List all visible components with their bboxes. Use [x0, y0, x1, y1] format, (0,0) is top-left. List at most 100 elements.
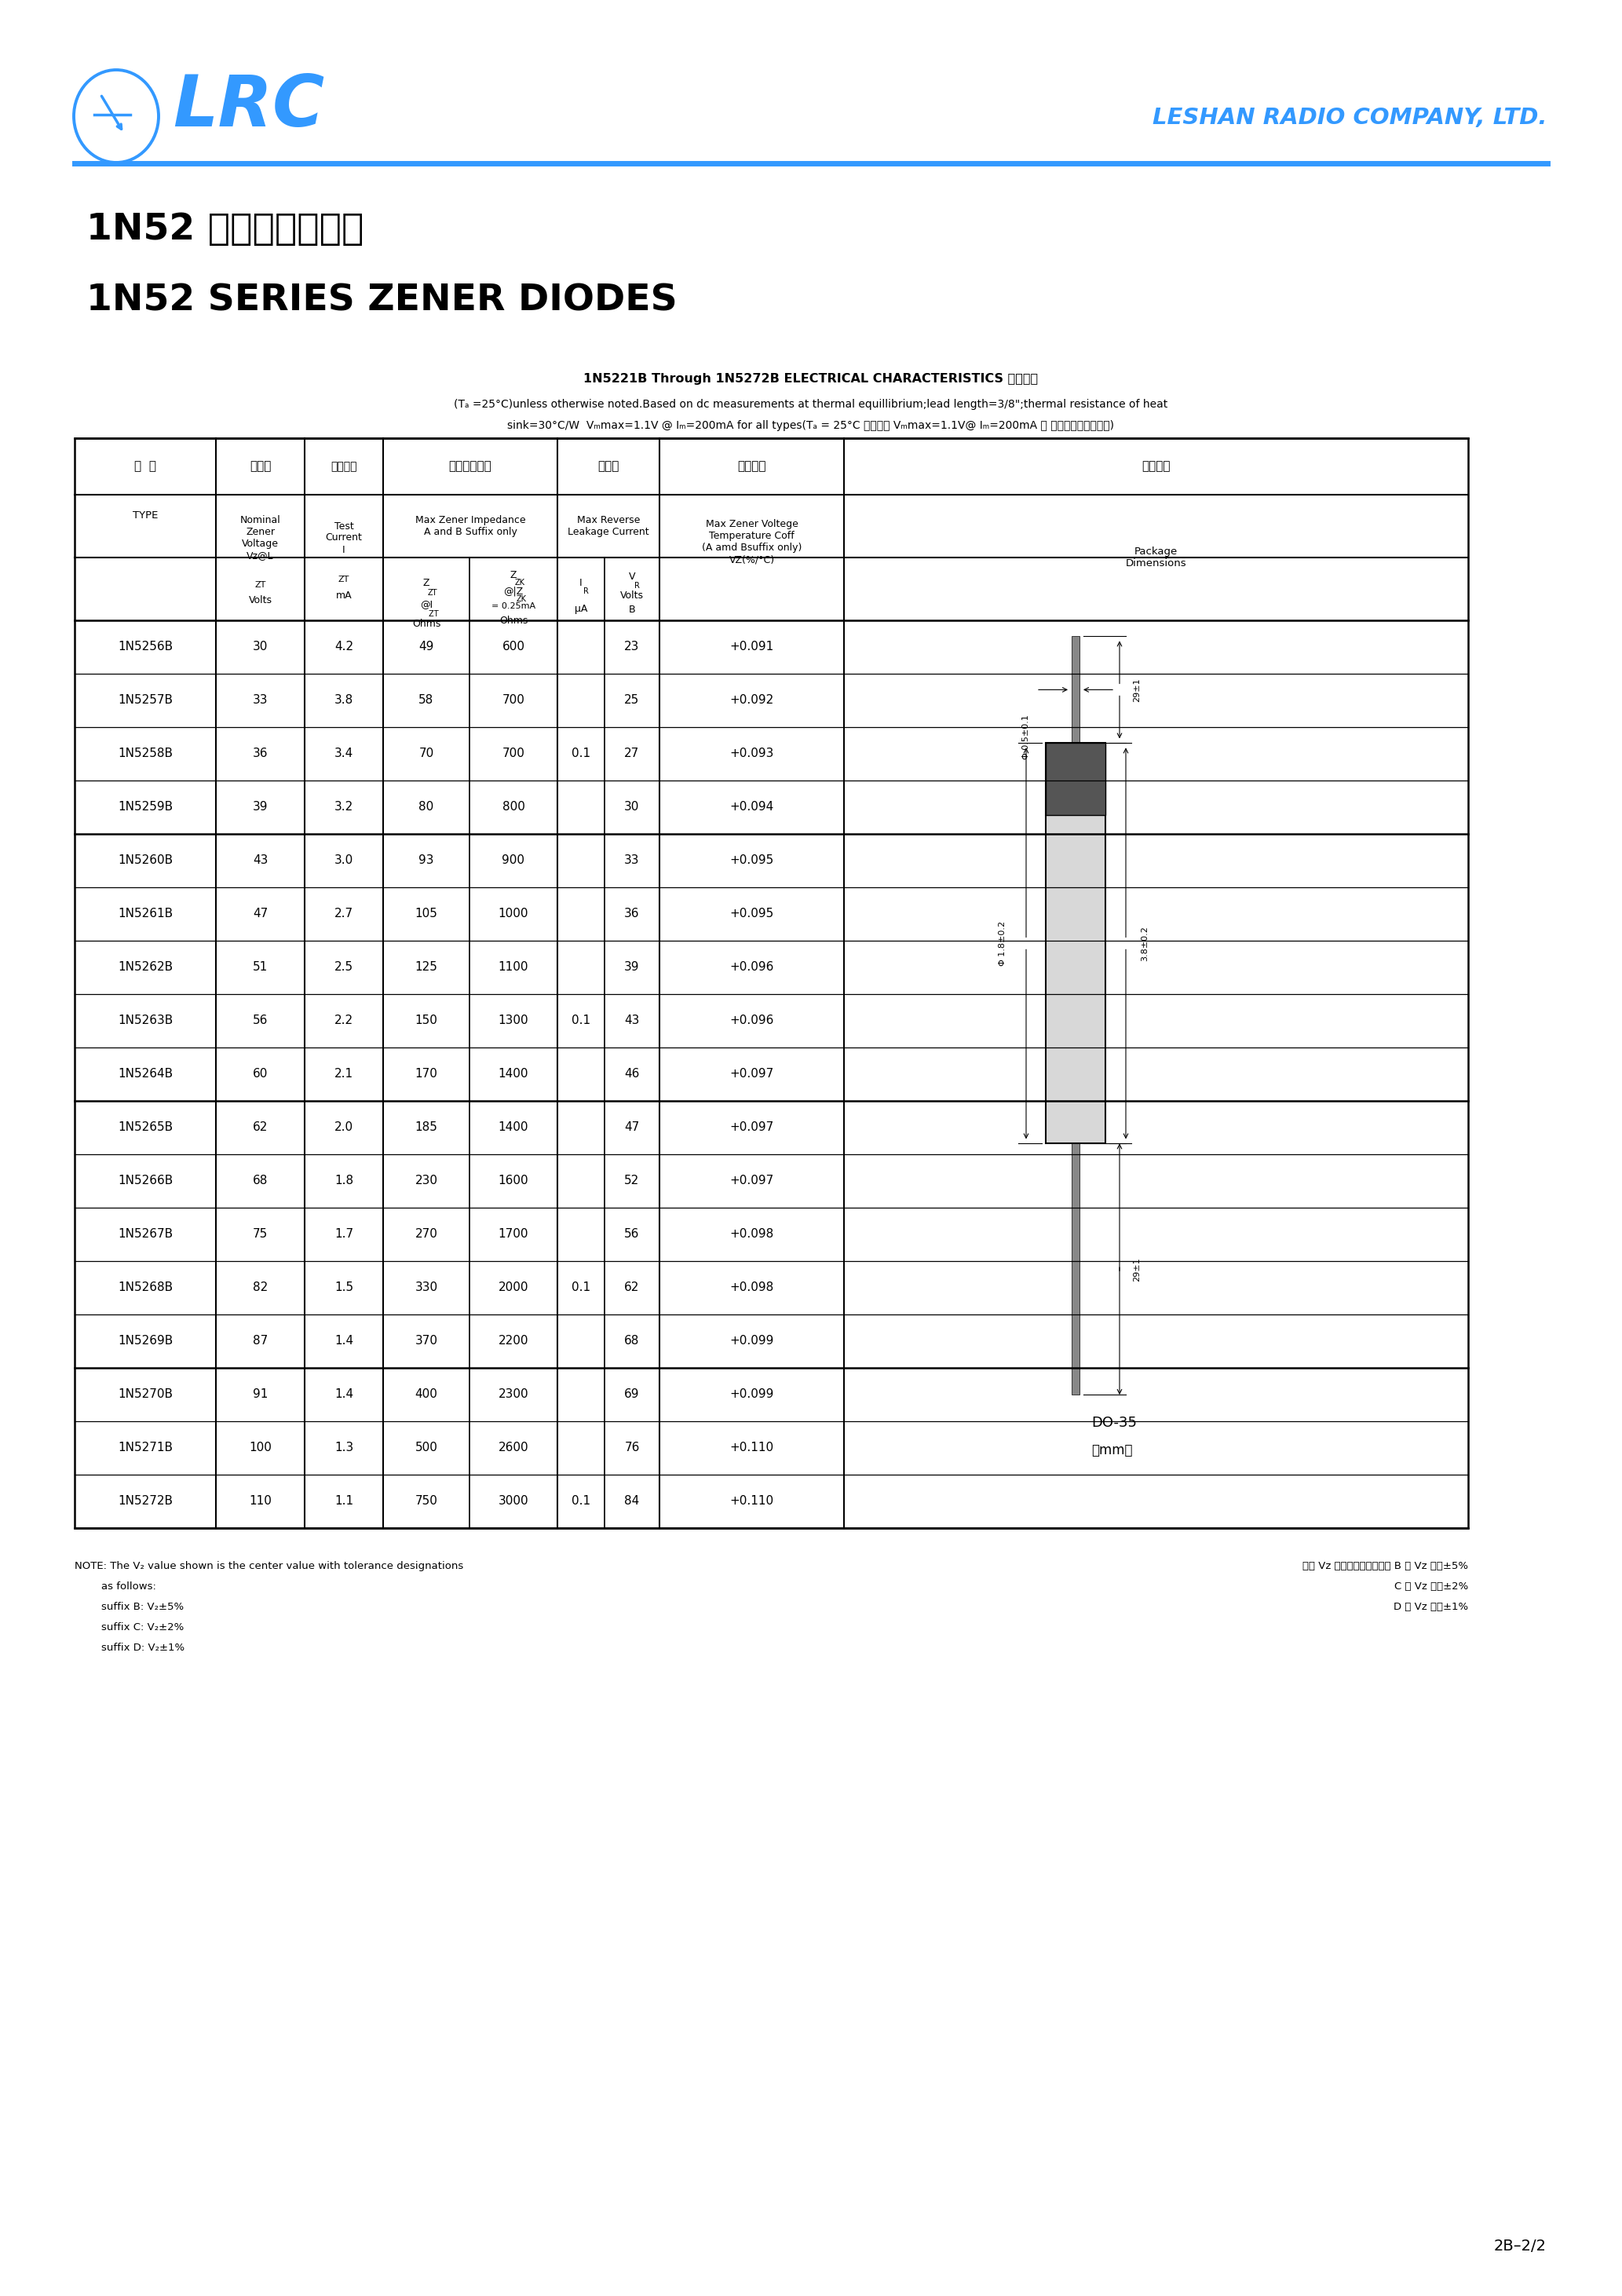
Text: 23: 23 — [624, 641, 639, 652]
Text: Ohms: Ohms — [500, 615, 527, 625]
Text: 1000: 1000 — [498, 909, 529, 921]
Text: 3000: 3000 — [498, 1495, 529, 1506]
Text: 1400: 1400 — [498, 1123, 529, 1134]
Text: 2.0: 2.0 — [334, 1123, 354, 1134]
Text: 170: 170 — [415, 1068, 438, 1079]
Text: 56: 56 — [624, 1228, 639, 1240]
Text: 75: 75 — [253, 1228, 268, 1240]
Text: 270: 270 — [415, 1228, 438, 1240]
Text: 1.7: 1.7 — [334, 1228, 354, 1240]
Text: 30: 30 — [624, 801, 639, 813]
Text: 33: 33 — [624, 854, 639, 866]
Text: 1.8: 1.8 — [334, 1176, 354, 1187]
Bar — [1046, 744, 1106, 815]
Text: 注： Vz 为稳压中心値，其中 B 档 Vz 容差±5%: 注： Vz 为稳压中心値，其中 B 档 Vz 容差±5% — [1302, 1561, 1468, 1570]
Text: C 档 Vz 容差±2%: C 档 Vz 容差±2% — [1395, 1582, 1468, 1591]
Text: 2000: 2000 — [498, 1281, 529, 1293]
Text: Max Reverse
Leakage Current: Max Reverse Leakage Current — [568, 514, 649, 537]
Text: 43: 43 — [253, 854, 268, 866]
Text: 1300: 1300 — [498, 1015, 529, 1026]
Text: 外型尺寸: 外型尺寸 — [1142, 461, 1171, 473]
Text: 2.5: 2.5 — [334, 962, 354, 974]
Text: D 档 Vz 容差±1%: D 档 Vz 容差±1% — [1393, 1603, 1468, 1612]
Text: 76: 76 — [624, 1442, 639, 1453]
Text: 80: 80 — [418, 801, 433, 813]
Text: 30: 30 — [253, 641, 268, 652]
Text: Package
Dimensions: Package Dimensions — [1126, 546, 1187, 569]
Text: 1700: 1700 — [498, 1228, 529, 1240]
Text: +0.098: +0.098 — [730, 1281, 774, 1293]
Text: +0.097: +0.097 — [730, 1176, 774, 1187]
Text: +0.096: +0.096 — [730, 1015, 774, 1026]
Text: 230: 230 — [415, 1176, 438, 1187]
Text: 60: 60 — [253, 1068, 268, 1079]
Text: +0.091: +0.091 — [730, 641, 774, 652]
Text: NOTE: The V₂ value shown is the center value with tolerance designations: NOTE: The V₂ value shown is the center v… — [75, 1561, 464, 1570]
Text: 36: 36 — [253, 748, 268, 760]
Text: 69: 69 — [624, 1389, 639, 1401]
Text: 52: 52 — [624, 1176, 639, 1187]
Text: 1N5259B: 1N5259B — [118, 801, 174, 813]
Text: Φ 1.8±0.2: Φ 1.8±0.2 — [999, 921, 1007, 967]
Text: 2.7: 2.7 — [334, 909, 354, 921]
Text: +0.099: +0.099 — [730, 1336, 774, 1348]
Text: 49: 49 — [418, 641, 435, 652]
Text: +0.093: +0.093 — [730, 748, 774, 760]
Text: 1.4: 1.4 — [334, 1336, 354, 1348]
Text: 62: 62 — [253, 1123, 268, 1134]
Text: ZT: ZT — [339, 576, 349, 583]
Text: R: R — [634, 581, 639, 590]
Text: LRC: LRC — [172, 71, 324, 142]
Text: 1N5265B: 1N5265B — [118, 1123, 174, 1134]
Text: 漏电流: 漏电流 — [597, 461, 620, 473]
Text: suffix D: V₂±1%: suffix D: V₂±1% — [75, 1642, 185, 1653]
Text: 82: 82 — [253, 1281, 268, 1293]
Text: +0.096: +0.096 — [730, 962, 774, 974]
Text: 测试电流: 测试电流 — [331, 461, 357, 473]
Text: 400: 400 — [415, 1389, 438, 1401]
Text: 100: 100 — [248, 1442, 271, 1453]
Text: 2600: 2600 — [498, 1442, 529, 1453]
Text: 47: 47 — [253, 909, 268, 921]
Text: 3.0: 3.0 — [334, 854, 354, 866]
Text: mA: mA — [336, 590, 352, 599]
Text: 43: 43 — [624, 1015, 639, 1026]
Text: 1400: 1400 — [498, 1068, 529, 1079]
Text: +0.098: +0.098 — [730, 1228, 774, 1240]
Text: 750: 750 — [415, 1495, 438, 1506]
Text: +0.099: +0.099 — [730, 1389, 774, 1401]
Text: 1N5267B: 1N5267B — [118, 1228, 174, 1240]
Text: 27: 27 — [624, 748, 639, 760]
Text: 1N52 SERIES ZENER DIODES: 1N52 SERIES ZENER DIODES — [86, 282, 678, 319]
Text: 1N5268B: 1N5268B — [118, 1281, 174, 1293]
Text: 1N5261B: 1N5261B — [118, 909, 174, 921]
Text: 3.2: 3.2 — [334, 801, 354, 813]
Text: 29±1: 29±1 — [1132, 1256, 1140, 1281]
Text: 58: 58 — [418, 693, 433, 707]
Text: suffix C: V₂±2%: suffix C: V₂±2% — [75, 1623, 183, 1632]
Text: suffix B: V₂±5%: suffix B: V₂±5% — [75, 1603, 183, 1612]
Text: 最大动态阻抗: 最大动态阻抗 — [449, 461, 491, 473]
Bar — [1046, 744, 1106, 1143]
Bar — [75, 439, 1468, 1529]
Text: B: B — [629, 604, 636, 615]
Text: 1N5264B: 1N5264B — [118, 1068, 174, 1079]
Text: 185: 185 — [415, 1123, 438, 1134]
Text: sink=30°C/W  Vₘmax=1.1V @ Iₘ=200mA for all types(Tₐ = 25°C 所有型号 Vₘmax=1.1V@ Iₘ=2: sink=30°C/W Vₘmax=1.1V @ Iₘ=200mA for al… — [508, 420, 1114, 432]
Text: 1N5272B: 1N5272B — [118, 1495, 172, 1506]
Text: +0.095: +0.095 — [730, 854, 774, 866]
Text: 1N5262B: 1N5262B — [118, 962, 174, 974]
Text: LESHAN RADIO COMPANY, LTD.: LESHAN RADIO COMPANY, LTD. — [1152, 108, 1547, 129]
Text: 500: 500 — [415, 1442, 438, 1453]
Text: 87: 87 — [253, 1336, 268, 1348]
Text: 900: 900 — [503, 854, 526, 866]
Text: ZT: ZT — [427, 611, 438, 618]
Text: 1.5: 1.5 — [334, 1281, 354, 1293]
Text: 56: 56 — [253, 1015, 268, 1026]
Text: +0.092: +0.092 — [730, 693, 774, 707]
Text: 0.1: 0.1 — [571, 1281, 590, 1293]
Text: 2300: 2300 — [498, 1389, 529, 1401]
Text: 93: 93 — [418, 854, 435, 866]
Text: 1N5271B: 1N5271B — [118, 1442, 172, 1453]
Text: 稳压值: 稳压值 — [250, 461, 271, 473]
